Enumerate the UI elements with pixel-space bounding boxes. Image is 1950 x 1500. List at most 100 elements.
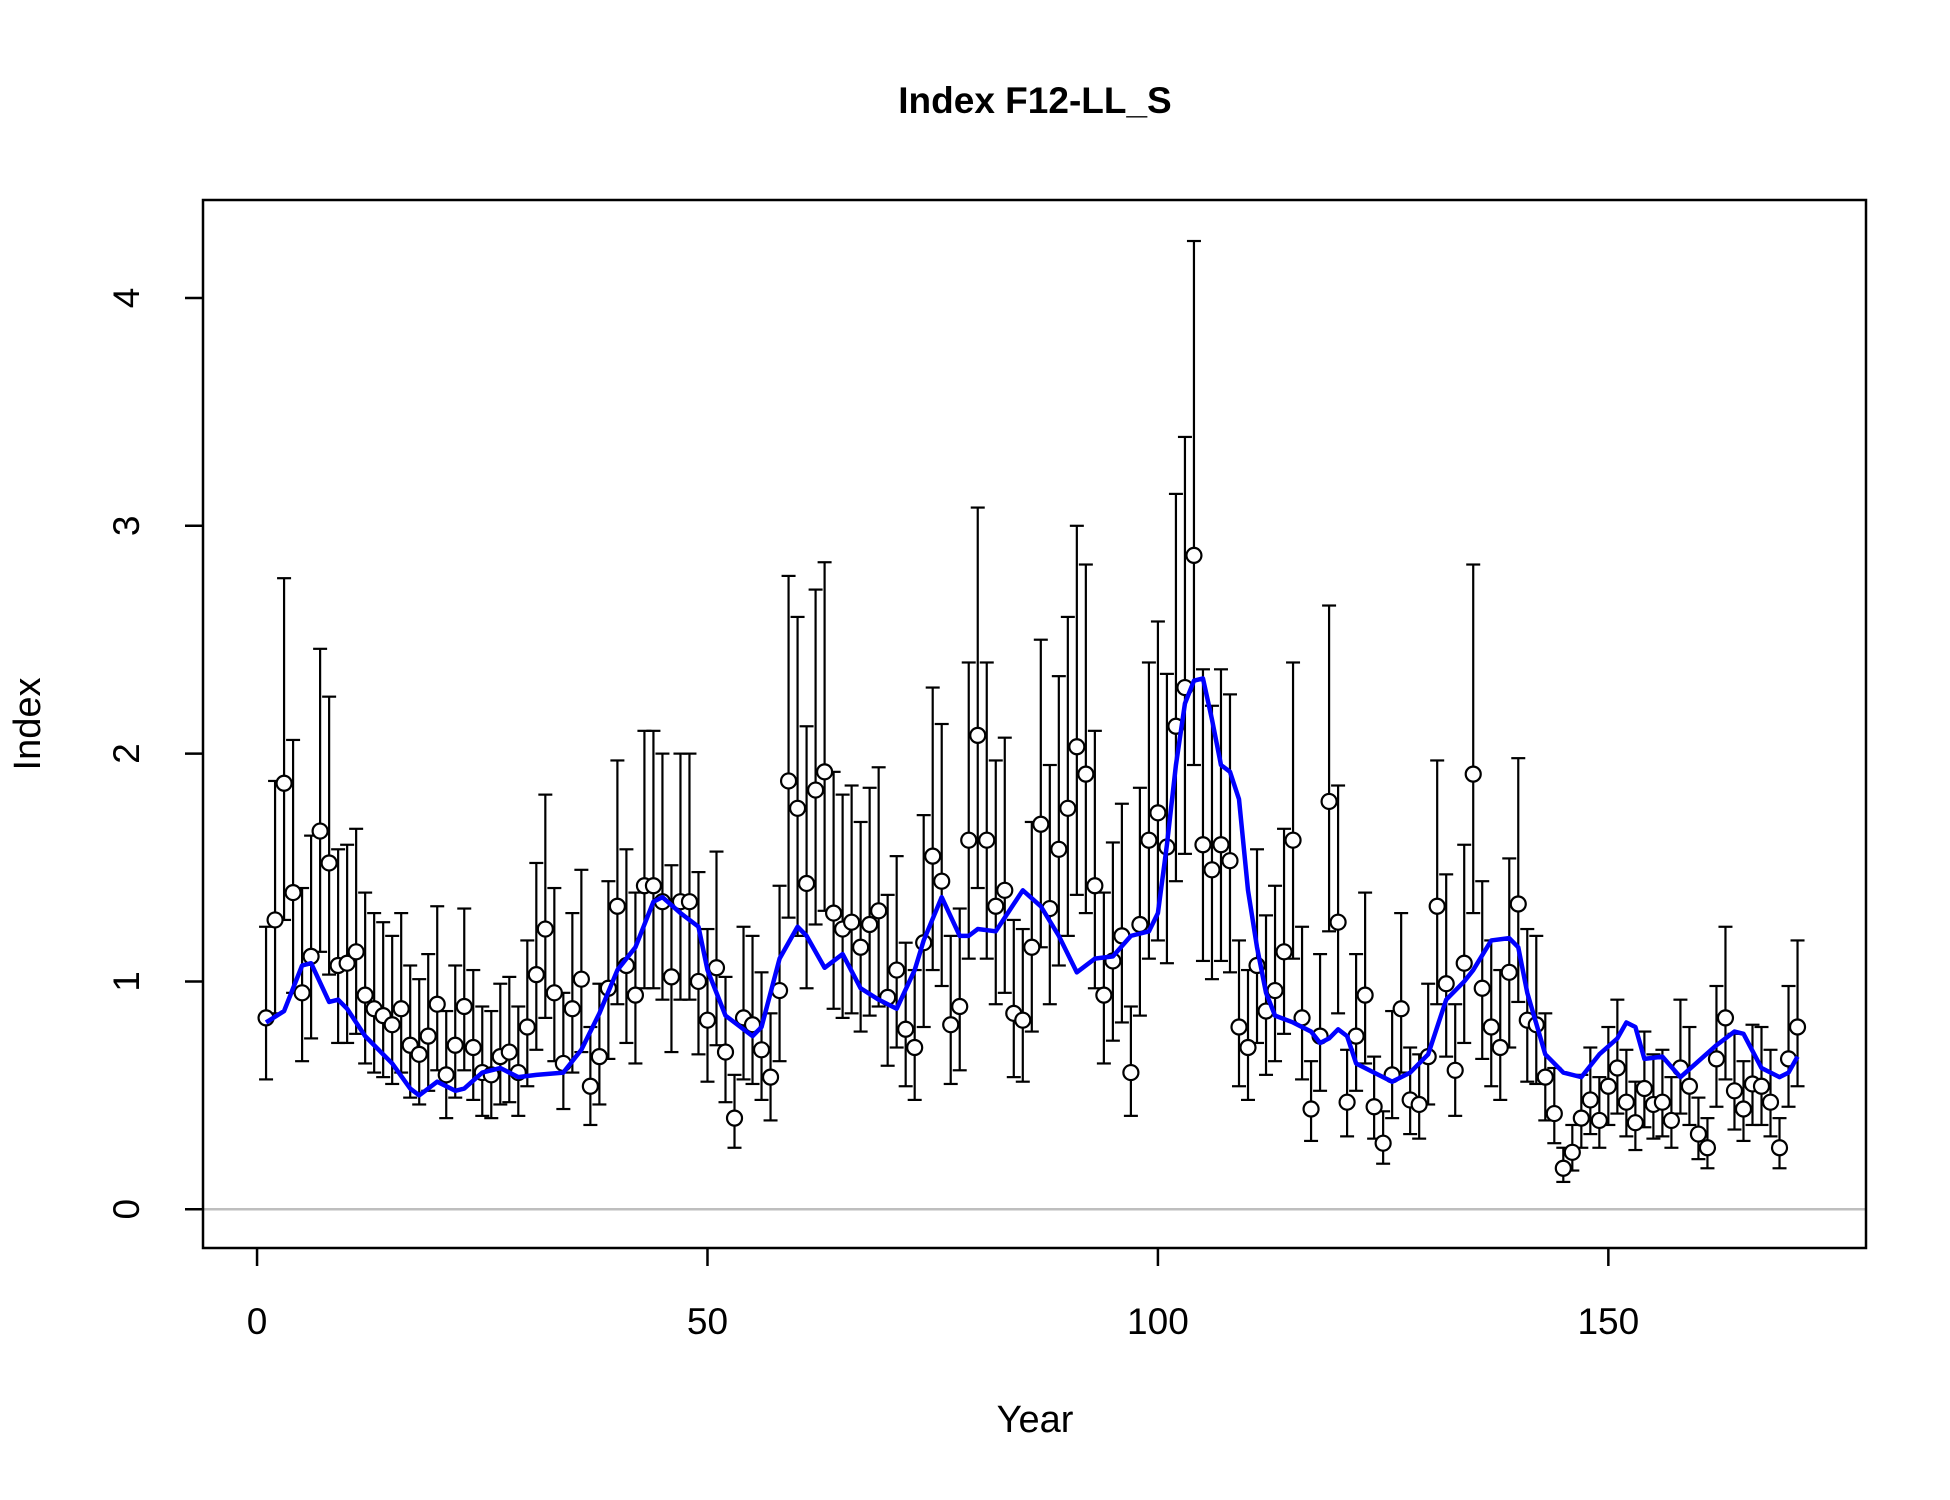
data-point: [1014, 1011, 1032, 1029]
data-point: [1689, 1125, 1708, 1143]
data-point: [1356, 986, 1374, 1004]
error-bar: [1051, 675, 1066, 967]
data-point: [1185, 546, 1203, 565]
data-point: [788, 799, 807, 817]
data-point: [761, 1068, 780, 1086]
error-bar: [1754, 1025, 1769, 1127]
data-point: [1734, 1100, 1753, 1118]
error-bar: [1114, 802, 1129, 1024]
data-point: [581, 1077, 599, 1095]
data-point: [1500, 963, 1518, 981]
data-point: [1788, 1018, 1807, 1036]
error-bar: [1096, 891, 1111, 1065]
data-point: [545, 984, 563, 1002]
y-tick-label: 4: [106, 288, 147, 309]
error-bar: [430, 905, 445, 1072]
error-bar: [619, 848, 634, 1045]
error-bar: [808, 588, 823, 926]
data-point: [464, 1038, 482, 1057]
error-bar: [997, 736, 1012, 994]
data-point: [815, 763, 834, 781]
error-bar: [1024, 820, 1039, 1033]
y-tick-label: 1: [106, 971, 147, 992]
error-bar: [637, 729, 652, 990]
data-point: [590, 1048, 608, 1066]
data-point: [1068, 738, 1086, 756]
error-bar: [403, 964, 418, 1099]
data-point: [906, 1038, 924, 1057]
error-bar: [1763, 1048, 1778, 1138]
error-bar: [385, 934, 400, 1086]
data-point: [1338, 1093, 1356, 1111]
data-point: [1725, 1082, 1744, 1100]
data-point: [1536, 1068, 1554, 1086]
error-bar: [916, 814, 931, 1029]
data-point: [356, 986, 374, 1004]
error-bar: [835, 793, 850, 1019]
data-point: [1581, 1091, 1599, 1109]
data-point: [1122, 1063, 1140, 1082]
error-bar: [1583, 1046, 1598, 1136]
error-bar: [547, 886, 562, 1063]
error-bar: [1385, 1009, 1400, 1120]
data-point: [1140, 831, 1158, 849]
data-point: [987, 897, 1005, 915]
error-bar: [943, 934, 958, 1086]
error-bar: [1484, 939, 1499, 1088]
error-bar: [1006, 918, 1021, 1079]
error-bar: [322, 695, 337, 976]
data-point: [797, 874, 816, 893]
error-bar: [1132, 786, 1147, 1017]
data-point: [1608, 1059, 1626, 1077]
fit-line: [264, 676, 1800, 1098]
data-point: [924, 847, 942, 865]
error-bar: [799, 725, 814, 990]
plot-frame: [201, 198, 1868, 1250]
error-bar: [1168, 492, 1183, 883]
data-point: [698, 1011, 717, 1029]
data-point: [626, 986, 645, 1004]
data-point: [888, 961, 906, 979]
error-bar: [772, 884, 787, 1063]
error-bar: [1340, 1048, 1355, 1138]
data-point: [320, 854, 338, 872]
data-point: [1617, 1093, 1635, 1111]
error-bar: [1331, 784, 1346, 1015]
data-point: [1554, 1159, 1572, 1177]
error-bar: [988, 759, 1003, 1006]
error-bar: [781, 574, 796, 919]
error-bar: [1439, 873, 1454, 1058]
data-point: [1059, 799, 1077, 817]
error-bar: [1277, 827, 1292, 1035]
data-point: [428, 995, 446, 1013]
data-point: [969, 726, 987, 744]
data-point: [1761, 1093, 1780, 1111]
y-tick-label: 3: [106, 516, 147, 537]
error-bar: [1286, 661, 1301, 960]
data-point: [644, 877, 663, 895]
error-bar: [1186, 239, 1201, 767]
data-point: [779, 772, 798, 790]
error-bar: [1313, 953, 1328, 1092]
data-point: [825, 904, 843, 922]
data-point: [996, 881, 1014, 899]
data-point: [1275, 943, 1293, 961]
error-bar: [1349, 953, 1364, 1092]
error-bar: [826, 770, 841, 1010]
error-bar: [628, 891, 643, 1065]
data-point: [455, 997, 473, 1016]
error-bar: [655, 752, 670, 1001]
error-bar: [1790, 939, 1805, 1088]
data-point: [338, 954, 356, 972]
error-bar: [691, 870, 706, 1056]
data-point: [1752, 1077, 1771, 1095]
error-bar: [1682, 1025, 1697, 1127]
data-point: [843, 913, 861, 931]
data-point: [1437, 975, 1455, 993]
error-bar: [574, 868, 589, 1054]
data-point: [1284, 831, 1302, 849]
data-point: [311, 822, 329, 840]
data-point: [870, 902, 888, 920]
